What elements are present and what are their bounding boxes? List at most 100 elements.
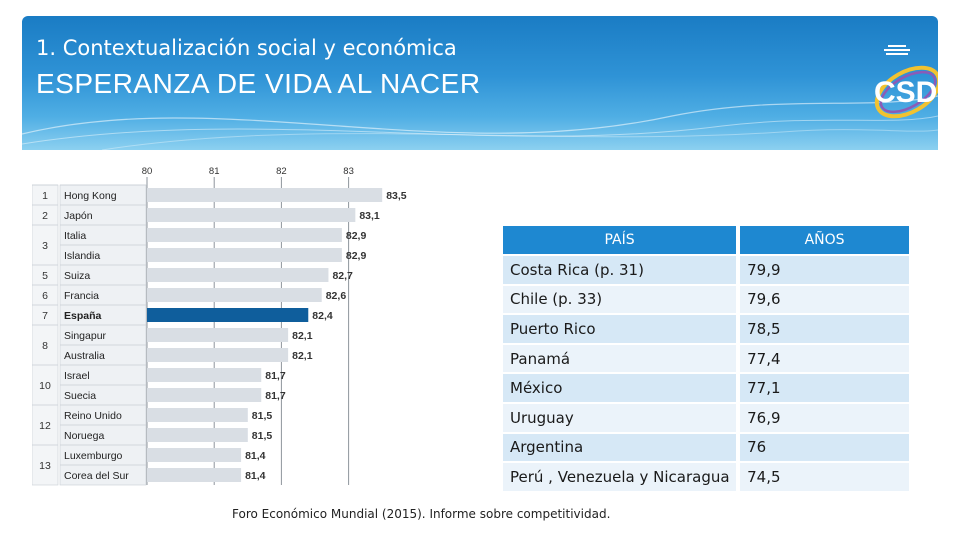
rank-label: 7 — [42, 310, 48, 322]
bar-value-label: 83,5 — [386, 190, 407, 202]
table-row: Panamá 77,4 — [503, 342, 909, 373]
table-row: Perú , Venezuela y Nicaragua 74,5 — [503, 461, 909, 491]
bar — [147, 288, 322, 302]
bar — [147, 408, 248, 422]
country-label: Suecia — [64, 390, 96, 402]
header-anos: AÑOS — [736, 226, 909, 254]
bar-value-label: 81,7 — [265, 390, 286, 402]
bar — [147, 228, 342, 242]
years-cell: 78,5 — [736, 313, 909, 343]
country-label: Italia — [64, 230, 86, 242]
bar — [147, 348, 289, 362]
rank-label: 5 — [42, 270, 48, 282]
country-cell: Puerto Rico — [503, 313, 737, 343]
bar — [147, 448, 242, 462]
table-row: Uruguay 76,9 — [503, 401, 909, 432]
bar — [147, 308, 309, 322]
bar-value-label: 82,9 — [346, 250, 367, 262]
country-label: Suiza — [64, 270, 90, 282]
rank-label: 12 — [39, 420, 51, 432]
years-cell: 76 — [736, 431, 909, 462]
bar-value-label: 82,7 — [332, 270, 353, 282]
bar — [147, 188, 383, 202]
bar-value-label: 81,4 — [245, 450, 266, 462]
rank-label: 2 — [42, 210, 48, 222]
country-cell: Panamá — [503, 342, 737, 373]
bar — [147, 468, 242, 482]
country-cell: Costa Rica (p. 31) — [503, 254, 737, 284]
country-label: Corea del Sur — [64, 470, 129, 482]
header-waves-decoration — [22, 95, 938, 150]
x-tick-label: 82 — [276, 166, 287, 177]
x-tick-label: 81 — [209, 166, 220, 177]
source-citation: Foro Económico Mundial (2015). Informe s… — [232, 507, 611, 521]
table-row: Puerto Rico 78,5 — [503, 313, 909, 343]
table-row: Costa Rica (p. 31) 79,9 — [503, 254, 909, 284]
rank-label: 13 — [39, 460, 51, 472]
country-cell: Chile (p. 33) — [503, 283, 737, 314]
years-cell: 79,9 — [736, 254, 909, 284]
country-cell: Argentina — [503, 431, 737, 462]
country-label: Reino Unido — [64, 410, 122, 422]
country-cell: México — [503, 372, 737, 402]
table-row: Argentina 76 — [503, 431, 909, 462]
bar-value-label: 83,1 — [359, 210, 380, 222]
rank-label: 8 — [42, 340, 48, 352]
bar — [147, 208, 356, 222]
bar — [147, 368, 262, 382]
header-pais: PAÍS — [503, 226, 737, 254]
x-tick-label: 83 — [343, 166, 354, 177]
years-cell: 76,9 — [736, 401, 909, 432]
bar — [147, 328, 289, 342]
rank-column-bg — [32, 184, 59, 486]
csd-logo-text: CSD — [874, 76, 937, 109]
years-cell: 77,1 — [736, 372, 909, 402]
bar-value-label: 81,4 — [245, 470, 266, 482]
bar-value-label: 82,1 — [292, 330, 313, 342]
country-label: España — [64, 310, 102, 322]
x-tick-label: 80 — [142, 166, 153, 177]
bar-value-label: 81,5 — [252, 410, 273, 422]
country-cell: Uruguay — [503, 401, 737, 432]
table-row: México 77,1 — [503, 372, 909, 402]
chart-bars: 83,5 83,1 82,9 82,9 82,7 82,6 82,4 82,1 82,1 81,7… — [147, 188, 407, 482]
bar-value-label: 82,6 — [326, 290, 347, 302]
country-label: Noruega — [64, 430, 104, 442]
country-label: Luxemburgo — [64, 450, 123, 462]
bar — [147, 428, 248, 442]
country-label: Islandia — [64, 250, 100, 262]
country-label: Francia — [64, 290, 99, 302]
bar — [147, 388, 262, 402]
country-label: Singapur — [64, 330, 107, 342]
years-cell: 79,6 — [736, 283, 909, 314]
country-table: PAÍS AÑOS Costa Rica (p. 31) 79,9 Chile (… — [503, 226, 909, 491]
bar-value-label: 82,9 — [346, 230, 367, 242]
years-cell: 77,4 — [736, 342, 909, 373]
bar-value-label: 82,4 — [312, 310, 333, 322]
country-label: Japón — [64, 210, 93, 222]
slide-header: 1. Contextualización social y económica … — [22, 16, 938, 150]
chart-background — [32, 184, 147, 486]
bar-value-label: 81,5 — [252, 430, 273, 442]
country-label: Hong Kong — [64, 190, 117, 202]
table-row: Chile (p. 33) 79,6 — [503, 283, 909, 314]
rank-label: 3 — [42, 240, 48, 252]
slide-subtitle: 1. Contextualización social y económica — [36, 36, 457, 60]
bar-value-label: 82,1 — [292, 350, 313, 362]
bar-value-label: 81,7 — [265, 370, 286, 382]
csd-logo: CSD — [874, 45, 938, 119]
slide-title: ESPERANZA DE VIDA AL NACER — [36, 68, 481, 99]
table-header-row: PAÍS AÑOS — [503, 226, 909, 254]
bar — [147, 268, 329, 282]
years-cell: 74,5 — [736, 461, 909, 491]
rank-label: 6 — [42, 290, 48, 302]
country-label: Israel — [64, 370, 90, 382]
name-column-bg — [59, 184, 147, 486]
country-label: Australia — [64, 350, 105, 362]
rank-label: 1 — [42, 190, 48, 202]
bar — [147, 248, 342, 262]
rank-label: 10 — [39, 380, 51, 392]
country-cell: Perú , Venezuela y Nicaragua — [503, 461, 737, 491]
